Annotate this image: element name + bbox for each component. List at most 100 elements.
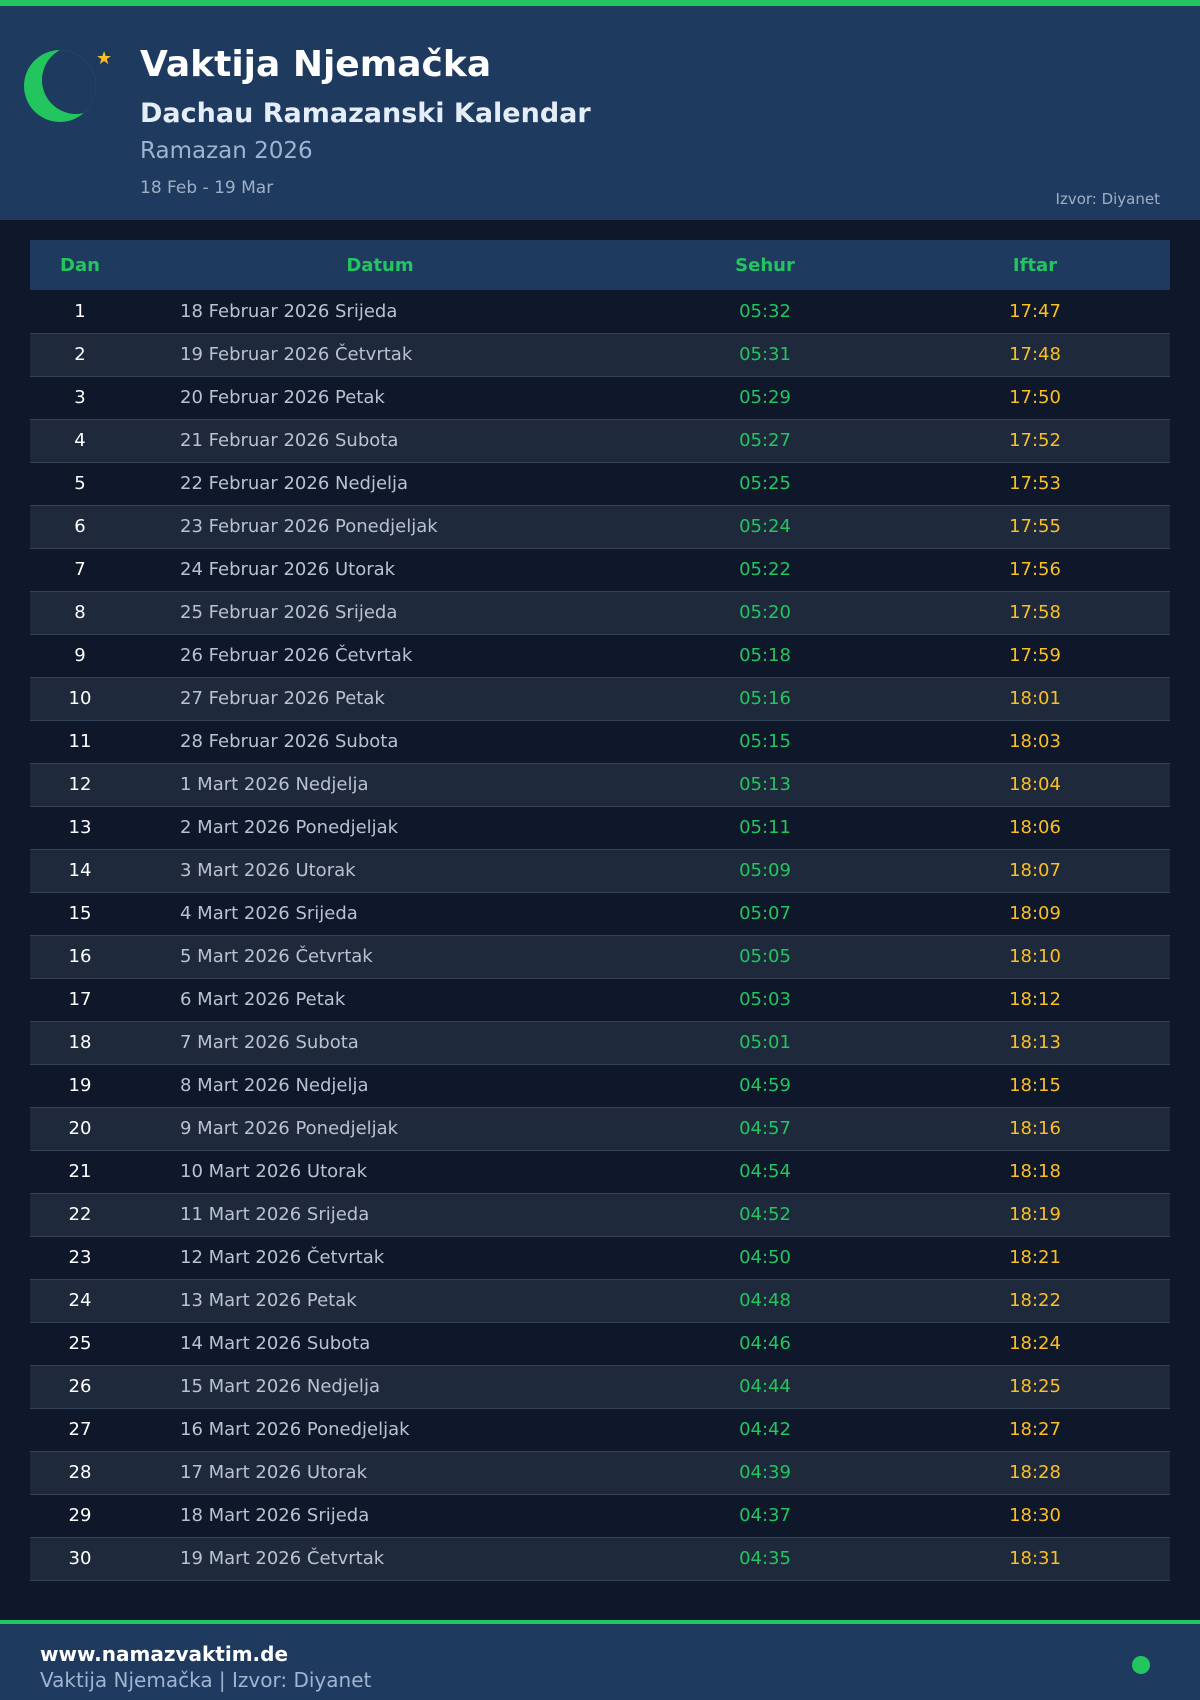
date-cell: 27 Februar 2026 Petak — [130, 677, 630, 721]
iftar-cell: 18:15 — [900, 1064, 1170, 1108]
sehur-cell: 05:16 — [630, 677, 900, 721]
table-row: 18 7 Mart 2026 Subota 05:01 18:13 — [30, 1021, 1170, 1065]
date-cell: 10 Mart 2026 Utorak — [130, 1150, 630, 1194]
table-row: 29 18 Mart 2026 Srijeda 04:37 18:30 — [30, 1494, 1170, 1538]
date-cell: 6 Mart 2026 Petak — [130, 978, 630, 1022]
table-row: 4 21 Februar 2026 Subota 05:27 17:52 — [30, 419, 1170, 463]
sehur-cell: 05:25 — [630, 462, 900, 506]
iftar-cell: 17:55 — [900, 505, 1170, 549]
sehur-cell: 04:59 — [630, 1064, 900, 1108]
date-cell: 13 Mart 2026 Petak — [130, 1279, 630, 1323]
date-cell: 19 Februar 2026 Četvrtak — [130, 333, 630, 377]
day-cell: 2 — [30, 333, 130, 377]
table-row: 8 25 Februar 2026 Srijeda 05:20 17:58 — [30, 591, 1170, 635]
column-header-day: Dan — [30, 240, 130, 290]
date-cell: 18 Februar 2026 Srijeda — [130, 290, 630, 334]
star-icon: ★ — [96, 48, 113, 69]
iftar-cell: 17:59 — [900, 634, 1170, 678]
table-row: 20 9 Mart 2026 Ponedjeljak 04:57 18:16 — [30, 1107, 1170, 1151]
day-cell: 11 — [30, 720, 130, 764]
iftar-cell: 18:21 — [900, 1236, 1170, 1280]
table-row: 28 17 Mart 2026 Utorak 04:39 18:28 — [30, 1451, 1170, 1495]
table-row: 14 3 Mart 2026 Utorak 05:09 18:07 — [30, 849, 1170, 893]
day-cell: 22 — [30, 1193, 130, 1237]
date-cell: 3 Mart 2026 Utorak — [130, 849, 630, 893]
table-row: 24 13 Mart 2026 Petak 04:48 18:22 — [30, 1279, 1170, 1323]
date-cell: 5 Mart 2026 Četvrtak — [130, 935, 630, 979]
iftar-cell: 18:16 — [900, 1107, 1170, 1151]
date-cell: 18 Mart 2026 Srijeda — [130, 1494, 630, 1538]
day-cell: 5 — [30, 462, 130, 506]
period-label: Ramazan 2026 — [140, 138, 313, 164]
sehur-cell: 04:44 — [630, 1365, 900, 1409]
date-range: 18 Feb - 19 Mar — [140, 178, 274, 198]
day-cell: 23 — [30, 1236, 130, 1280]
sehur-cell: 04:35 — [630, 1537, 900, 1581]
day-cell: 1 — [30, 290, 130, 334]
sehur-cell: 04:48 — [630, 1279, 900, 1323]
iftar-cell: 18:22 — [900, 1279, 1170, 1323]
table-row: 17 6 Mart 2026 Petak 05:03 18:12 — [30, 978, 1170, 1022]
date-cell: 20 Februar 2026 Petak — [130, 376, 630, 420]
table-row: 11 28 Februar 2026 Subota 05:15 18:03 — [30, 720, 1170, 764]
day-cell: 12 — [30, 763, 130, 807]
day-cell: 8 — [30, 591, 130, 635]
header: ★ Vaktija Njemačka Dachau Ramazanski Kal… — [0, 6, 1200, 220]
iftar-cell: 18:01 — [900, 677, 1170, 721]
date-cell: 1 Mart 2026 Nedjelja — [130, 763, 630, 807]
day-cell: 3 — [30, 376, 130, 420]
iftar-cell: 17:52 — [900, 419, 1170, 463]
iftar-cell: 18:19 — [900, 1193, 1170, 1237]
date-cell: 14 Mart 2026 Subota — [130, 1322, 630, 1366]
table-row: 27 16 Mart 2026 Ponedjeljak 04:42 18:27 — [30, 1408, 1170, 1452]
footer-text: Vaktija Njemačka | Izvor: Diyanet — [40, 1668, 372, 1692]
iftar-cell: 18:12 — [900, 978, 1170, 1022]
day-cell: 9 — [30, 634, 130, 678]
iftar-cell: 17:58 — [900, 591, 1170, 635]
footer-website-link[interactable]: www.namazvaktim.de — [40, 1642, 289, 1666]
sehur-cell: 04:57 — [630, 1107, 900, 1151]
sehur-cell: 05:11 — [630, 806, 900, 850]
date-cell: 16 Mart 2026 Ponedjeljak — [130, 1408, 630, 1452]
date-cell: 26 Februar 2026 Četvrtak — [130, 634, 630, 678]
date-cell: 19 Mart 2026 Četvrtak — [130, 1537, 630, 1581]
table-row: 1 18 Februar 2026 Srijeda 05:32 17:47 — [30, 290, 1170, 334]
date-cell: 15 Mart 2026 Nedjelja — [130, 1365, 630, 1409]
day-cell: 7 — [30, 548, 130, 592]
day-cell: 15 — [30, 892, 130, 936]
iftar-cell: 18:06 — [900, 806, 1170, 850]
sehur-cell: 05:09 — [630, 849, 900, 893]
iftar-cell: 17:47 — [900, 290, 1170, 334]
table-row: 13 2 Mart 2026 Ponedjeljak 05:11 18:06 — [30, 806, 1170, 850]
top-accent-bar — [0, 0, 1200, 6]
table-row: 19 8 Mart 2026 Nedjelja 04:59 18:15 — [30, 1064, 1170, 1108]
table-row: 9 26 Februar 2026 Četvrtak 05:18 17:59 — [30, 634, 1170, 678]
sehur-cell: 05:31 — [630, 333, 900, 377]
table-row: 15 4 Mart 2026 Srijeda 05:07 18:09 — [30, 892, 1170, 936]
sehur-cell: 04:54 — [630, 1150, 900, 1194]
sehur-cell: 04:52 — [630, 1193, 900, 1237]
sehur-cell: 05:15 — [630, 720, 900, 764]
date-cell: 21 Februar 2026 Subota — [130, 419, 630, 463]
day-cell: 29 — [30, 1494, 130, 1538]
day-cell: 30 — [30, 1537, 130, 1581]
date-cell: 23 Februar 2026 Ponedjeljak — [130, 505, 630, 549]
status-dot-icon — [1132, 1656, 1150, 1674]
sehur-cell: 05:24 — [630, 505, 900, 549]
iftar-cell: 17:48 — [900, 333, 1170, 377]
iftar-cell: 17:56 — [900, 548, 1170, 592]
date-cell: 11 Mart 2026 Srijeda — [130, 1193, 630, 1237]
table-header: Dan Datum Sehur Iftar — [30, 240, 1170, 290]
date-cell: 8 Mart 2026 Nedjelja — [130, 1064, 630, 1108]
date-cell: 4 Mart 2026 Srijeda — [130, 892, 630, 936]
iftar-cell: 18:27 — [900, 1408, 1170, 1452]
iftar-cell: 18:31 — [900, 1537, 1170, 1581]
iftar-cell: 18:28 — [900, 1451, 1170, 1495]
table-row: 22 11 Mart 2026 Srijeda 04:52 18:19 — [30, 1193, 1170, 1237]
table-row: 5 22 Februar 2026 Nedjelja 05:25 17:53 — [30, 462, 1170, 506]
day-cell: 21 — [30, 1150, 130, 1194]
iftar-cell: 18:09 — [900, 892, 1170, 936]
table-row: 25 14 Mart 2026 Subota 04:46 18:24 — [30, 1322, 1170, 1366]
table-row: 12 1 Mart 2026 Nedjelja 05:13 18:04 — [30, 763, 1170, 807]
sehur-cell: 05:32 — [630, 290, 900, 334]
